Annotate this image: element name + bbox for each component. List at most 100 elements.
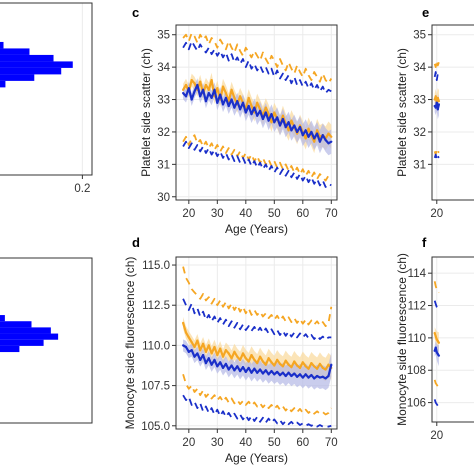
point-orange-mean bbox=[293, 360, 296, 363]
plot-area bbox=[0, 315, 59, 353]
point-blue-mean bbox=[207, 91, 210, 95]
point-blue-mean bbox=[241, 366, 245, 369]
point-orange-mean bbox=[193, 345, 196, 349]
point-blue-mean bbox=[184, 345, 188, 349]
point-orange-mean bbox=[227, 352, 230, 355]
point-orange-mean bbox=[433, 331, 436, 335]
point-blue-mean bbox=[216, 101, 219, 104]
point-orange-mean bbox=[437, 341, 441, 344]
x-tick-label: 70 bbox=[325, 437, 338, 449]
histogram-bar bbox=[0, 41, 4, 49]
point-orange-mean bbox=[247, 360, 250, 363]
series-blue-lower bbox=[433, 399, 439, 407]
point-blue-mean bbox=[276, 370, 279, 374]
y-tick-label: 106 bbox=[407, 398, 426, 410]
plot-area bbox=[176, 257, 337, 429]
point-blue-mean bbox=[236, 365, 239, 368]
point-orange-mean bbox=[276, 358, 279, 361]
point-blue-mean bbox=[284, 374, 287, 378]
point-blue-mean bbox=[261, 117, 265, 121]
y-tick-label: 114 bbox=[408, 268, 427, 280]
point-orange-mean bbox=[230, 357, 233, 360]
point-blue-mean bbox=[213, 358, 216, 361]
point-blue-mean bbox=[433, 104, 436, 108]
point-blue-mean bbox=[327, 142, 330, 145]
point-orange-mean bbox=[435, 338, 438, 341]
point-blue-mean bbox=[281, 371, 284, 374]
histogram-bar bbox=[0, 80, 6, 88]
point-blue-mean bbox=[307, 376, 310, 379]
point-blue-mean bbox=[182, 344, 185, 347]
point-orange-mean bbox=[298, 366, 302, 370]
histogram-bar bbox=[0, 321, 32, 328]
point-orange-mean bbox=[318, 362, 322, 365]
point-orange-mean bbox=[321, 366, 324, 370]
point-orange-mean bbox=[281, 114, 284, 117]
point-blue-mean bbox=[270, 370, 273, 373]
point-orange-mean bbox=[247, 96, 250, 100]
histogram-panel-0: 0.00.10.2Density ((ch)⁻¹) bbox=[0, 2, 93, 195]
point-blue-mean bbox=[261, 372, 265, 375]
x-axis-title: Age (Years) bbox=[225, 451, 288, 465]
point-orange-mean bbox=[239, 358, 242, 361]
point-orange-mean bbox=[236, 355, 239, 358]
point-blue-mean bbox=[273, 373, 276, 376]
series-blue-lower bbox=[182, 140, 332, 188]
point-blue-mean bbox=[434, 346, 437, 349]
y-tick-label: 31 bbox=[413, 159, 426, 171]
point-orange-mean bbox=[187, 336, 190, 339]
series-blue-lower bbox=[182, 394, 332, 428]
point-orange-mean bbox=[233, 96, 236, 100]
histogram-bar bbox=[0, 67, 62, 75]
point-orange-mean bbox=[216, 353, 219, 357]
point-blue-mean bbox=[304, 129, 307, 132]
point-blue-mean bbox=[437, 354, 441, 357]
point-orange-mean bbox=[258, 355, 262, 358]
x-tick-label: 50 bbox=[268, 437, 281, 449]
point-orange-mean bbox=[204, 83, 208, 87]
point-blue-mean bbox=[221, 366, 225, 370]
point-orange-mean bbox=[327, 363, 330, 366]
series-orange-lower bbox=[182, 134, 332, 182]
point-orange-mean bbox=[184, 83, 188, 87]
point-blue-mean bbox=[224, 362, 227, 365]
point-orange-mean bbox=[224, 91, 227, 95]
y-tick-label: 108 bbox=[407, 365, 426, 377]
point-blue-mean bbox=[296, 375, 299, 378]
y-tick-label: 34 bbox=[157, 62, 170, 74]
point-orange-mean bbox=[256, 101, 259, 104]
point-blue-mean bbox=[196, 83, 199, 87]
point-blue-mean bbox=[247, 366, 250, 370]
point-orange-mean bbox=[239, 95, 242, 98]
point-orange-mean bbox=[290, 366, 293, 369]
x-tick-label: 20 bbox=[182, 208, 195, 220]
point-orange-mean bbox=[310, 361, 313, 365]
point-orange-mean bbox=[210, 78, 213, 82]
point-orange-mean bbox=[256, 361, 259, 365]
point-orange-mean bbox=[437, 100, 441, 103]
point-orange-mean bbox=[313, 140, 316, 143]
point-blue-mean bbox=[239, 108, 242, 111]
point-orange-mean bbox=[216, 87, 219, 90]
point-blue-mean bbox=[204, 361, 208, 365]
y-tick-label: 110.0 bbox=[142, 340, 170, 352]
point-orange-mean bbox=[296, 364, 299, 367]
point-orange-mean bbox=[327, 132, 330, 135]
point-blue-mean bbox=[298, 125, 302, 129]
point-blue-mean bbox=[196, 352, 199, 355]
y-axis-title: Platelet side scatter (ch) bbox=[395, 48, 409, 177]
y-tick-label: 115.0 bbox=[142, 260, 170, 272]
point-orange-mean bbox=[267, 113, 270, 116]
point-blue-mean bbox=[267, 119, 270, 122]
point-blue-mean bbox=[250, 113, 253, 116]
x-tick-label: 30 bbox=[211, 208, 224, 220]
panel-letter-d: d bbox=[132, 235, 140, 250]
point-blue-mean bbox=[241, 101, 245, 104]
point-orange-mean bbox=[290, 119, 293, 122]
point-blue-mean bbox=[233, 106, 236, 109]
point-blue-mean bbox=[437, 103, 441, 106]
point-blue-mean bbox=[193, 90, 196, 93]
point-orange-mean bbox=[230, 88, 233, 91]
point-blue-mean bbox=[230, 364, 233, 367]
point-blue-mean bbox=[436, 352, 439, 356]
